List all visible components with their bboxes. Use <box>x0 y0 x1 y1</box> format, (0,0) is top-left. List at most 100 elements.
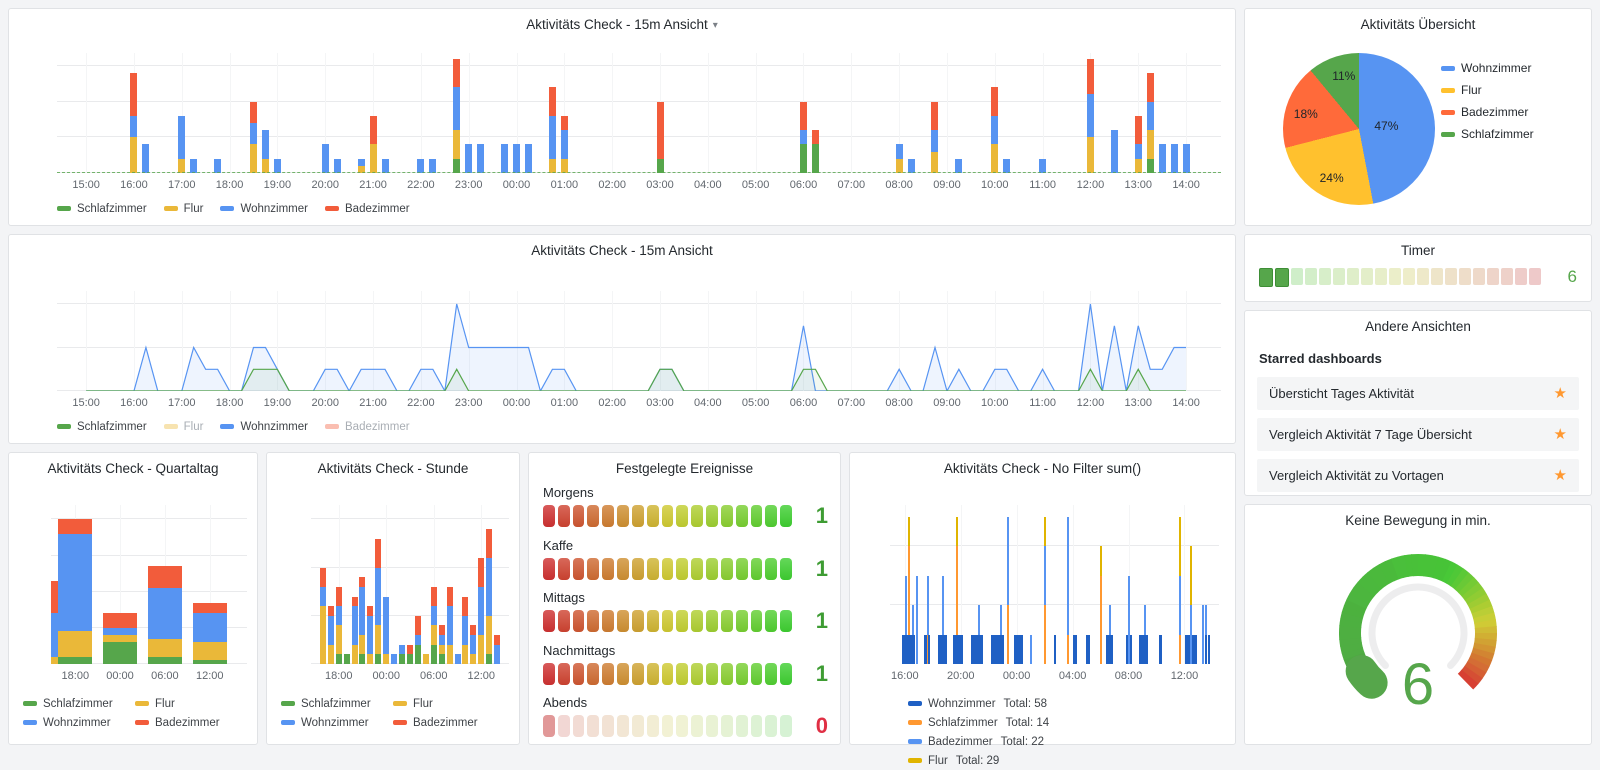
event-label: Morgens <box>543 485 594 500</box>
event-line: 1 <box>543 556 828 581</box>
bar-segment-nf_badezimmer <box>941 575 944 635</box>
stacked-bar <box>939 634 942 664</box>
legend-item[interactable]: Schlafzimmer Total: 14 <box>908 713 1096 732</box>
legend-item[interactable]: Flur <box>135 694 247 713</box>
x-axis-label: 22:00 <box>407 179 435 191</box>
bar-segment-wohnzimmer <box>333 158 341 173</box>
stacked-bar <box>321 144 329 173</box>
event-cell <box>706 505 718 527</box>
event-cell <box>706 715 718 737</box>
bar-segment-nf_wohnzimmer <box>925 634 928 664</box>
stacked-bar <box>359 577 366 664</box>
pie-legend: Wohnzimmer Flur Badezimmer Schlafzimmer <box>1441 57 1551 225</box>
event-cell <box>661 557 674 580</box>
bar-segment-flur <box>462 644 469 664</box>
legend-item[interactable]: Flur <box>1441 79 1534 101</box>
stacked-bar <box>979 634 982 664</box>
legend-item[interactable]: Wohnzimmer <box>220 199 308 218</box>
bar-segment-flur <box>192 642 227 661</box>
event-cell <box>617 662 629 685</box>
legend-item[interactable]: Badezimmer <box>325 199 410 218</box>
x-axis-label: 09:00 <box>933 179 961 191</box>
bar-segment-flur <box>375 625 382 655</box>
panel-title-uebersicht[interactable]: Aktivitäts Übersicht <box>1245 17 1591 32</box>
starred-dashboard-link[interactable]: Vergleich Aktivität zu Vortagen ★ <box>1257 459 1579 492</box>
bar-segment-wohnzimmer <box>399 644 406 655</box>
gridline-vertical <box>420 291 422 391</box>
legend-item[interactable]: Wohnzimmer <box>281 713 393 732</box>
legend-color-marker <box>908 720 922 725</box>
starred-dashboard-link[interactable]: Vergleich Aktivität 7 Tage Übersicht ★ <box>1257 418 1579 451</box>
panel-title-gauge[interactable]: Keine Bewegung in min. <box>1245 513 1591 528</box>
bar-segment-nf_schlafzimmer <box>1099 575 1102 664</box>
x-axis-label: 09:00 <box>933 397 961 409</box>
gridline-vertical <box>1186 291 1188 391</box>
legend-item[interactable]: Badezimmer <box>325 417 410 436</box>
event-cell <box>572 557 585 580</box>
legend-item[interactable]: Badezimmer <box>135 713 247 732</box>
panel-title-nofilter[interactable]: Aktivitäts Check - No Filter sum() <box>850 461 1235 476</box>
legend-item[interactable]: Schlafzimmer <box>1441 123 1534 145</box>
bar-segment-nf_schlafzimmer <box>956 546 959 635</box>
bar-segment-nf_wohnzimmer <box>1191 634 1194 664</box>
legend-item[interactable]: Flur <box>163 199 203 218</box>
bar-segment-nf_badezimmer <box>1127 575 1130 664</box>
event-cell <box>543 715 555 737</box>
stacked-bar <box>997 634 1000 664</box>
legend-item[interactable]: Schlafzimmer <box>57 417 147 436</box>
bar-segment-schlafzimmer <box>799 144 807 173</box>
star-icon[interactable]: ★ <box>1553 426 1567 443</box>
starred-dashboard-link[interactable]: Übersticht Tages Aktivität ★ <box>1257 377 1579 410</box>
bar-segment-wohnzimmer <box>560 130 568 159</box>
legend-item[interactable]: Badezimmer <box>393 713 505 732</box>
bar-segment-flur <box>359 635 366 655</box>
legend-item[interactable]: Wohnzimmer Total: 58 <box>908 694 1096 713</box>
bar-segment-nf_wohnzimmer <box>1088 634 1091 664</box>
legend-item[interactable]: Schlafzimmer <box>57 199 147 218</box>
bar-segment-nf_wohnzimmer <box>1014 634 1017 664</box>
bar-segment-nf_wohnzimmer <box>1145 634 1148 664</box>
legend-item[interactable]: Flur Total: 29 <box>908 751 1096 770</box>
panel-activity-stunde: Aktivitäts Check - Stunde 051015 18:00 00… <box>266 452 520 745</box>
panel-title-timer[interactable]: Timer <box>1245 243 1591 258</box>
legend-item[interactable]: Schlafzimmer <box>281 694 393 713</box>
legend-item[interactable]: Badezimmer Total: 22 <box>908 732 1096 751</box>
panel-title-bars15m[interactable]: Aktivitäts Check - 15m Ansicht ▾ <box>9 17 1235 32</box>
bar-segment-badezimmer <box>478 558 485 587</box>
bar-segment-flur <box>357 165 365 173</box>
x-axis-label: 20:00 <box>946 670 975 682</box>
panel-activity-nofilter: Aktivitäts Check - No Filter sum() 24 16… <box>849 452 1236 767</box>
panel-title-quartal[interactable]: Aktivitäts Check - Quartaltag <box>9 461 257 476</box>
event-label: Nachmittags <box>543 642 616 658</box>
bar-segment-flur <box>102 635 137 643</box>
legend-item[interactable]: Wohnzimmer <box>220 417 308 436</box>
bar-segment-wohnzimmer <box>178 115 186 159</box>
stacked-bar <box>351 596 358 664</box>
star-icon[interactable]: ★ <box>1553 385 1567 402</box>
legend-item[interactable]: Wohnzimmer <box>23 713 135 732</box>
legend-label: Flur <box>155 697 175 710</box>
bar-segment-nf_badezimmer <box>1109 605 1112 635</box>
bar-segment-wohnzimmer <box>453 87 461 131</box>
legend-item[interactable]: Flur <box>163 417 203 436</box>
panel-title-line15m[interactable]: Aktivitäts Check - 15m Ansicht <box>9 243 1235 258</box>
gridline-vertical <box>516 53 518 173</box>
gridline-horizontal <box>311 566 509 568</box>
panel-title-stunde[interactable]: Aktivitäts Check - Stunde <box>267 461 519 476</box>
bar-segment-badezimmer <box>367 606 374 616</box>
x-axis-label: 03:00 <box>646 397 674 409</box>
legend-item[interactable]: Flur <box>393 694 505 713</box>
x-axis-label: 10:00 <box>981 397 1009 409</box>
bar-segment-wohnzimmer <box>261 130 269 159</box>
legend-color-marker <box>908 701 922 706</box>
stacked-bar <box>1066 516 1069 664</box>
legend-item[interactable]: Schlafzimmer <box>23 694 135 713</box>
legend-item[interactable]: Wohnzimmer <box>1441 57 1534 79</box>
bar-segment-nf_wohnzimmer <box>912 634 915 664</box>
event-line: 1 <box>543 661 828 686</box>
gauge-chart <box>1245 541 1591 716</box>
legend-item[interactable]: Badezimmer <box>1441 101 1534 123</box>
star-icon[interactable]: ★ <box>1553 467 1567 484</box>
panel-title-ereignisse[interactable]: Festgelegte Ereignisse <box>529 461 840 476</box>
panel-title-andere[interactable]: Andere Ansichten <box>1245 319 1591 334</box>
